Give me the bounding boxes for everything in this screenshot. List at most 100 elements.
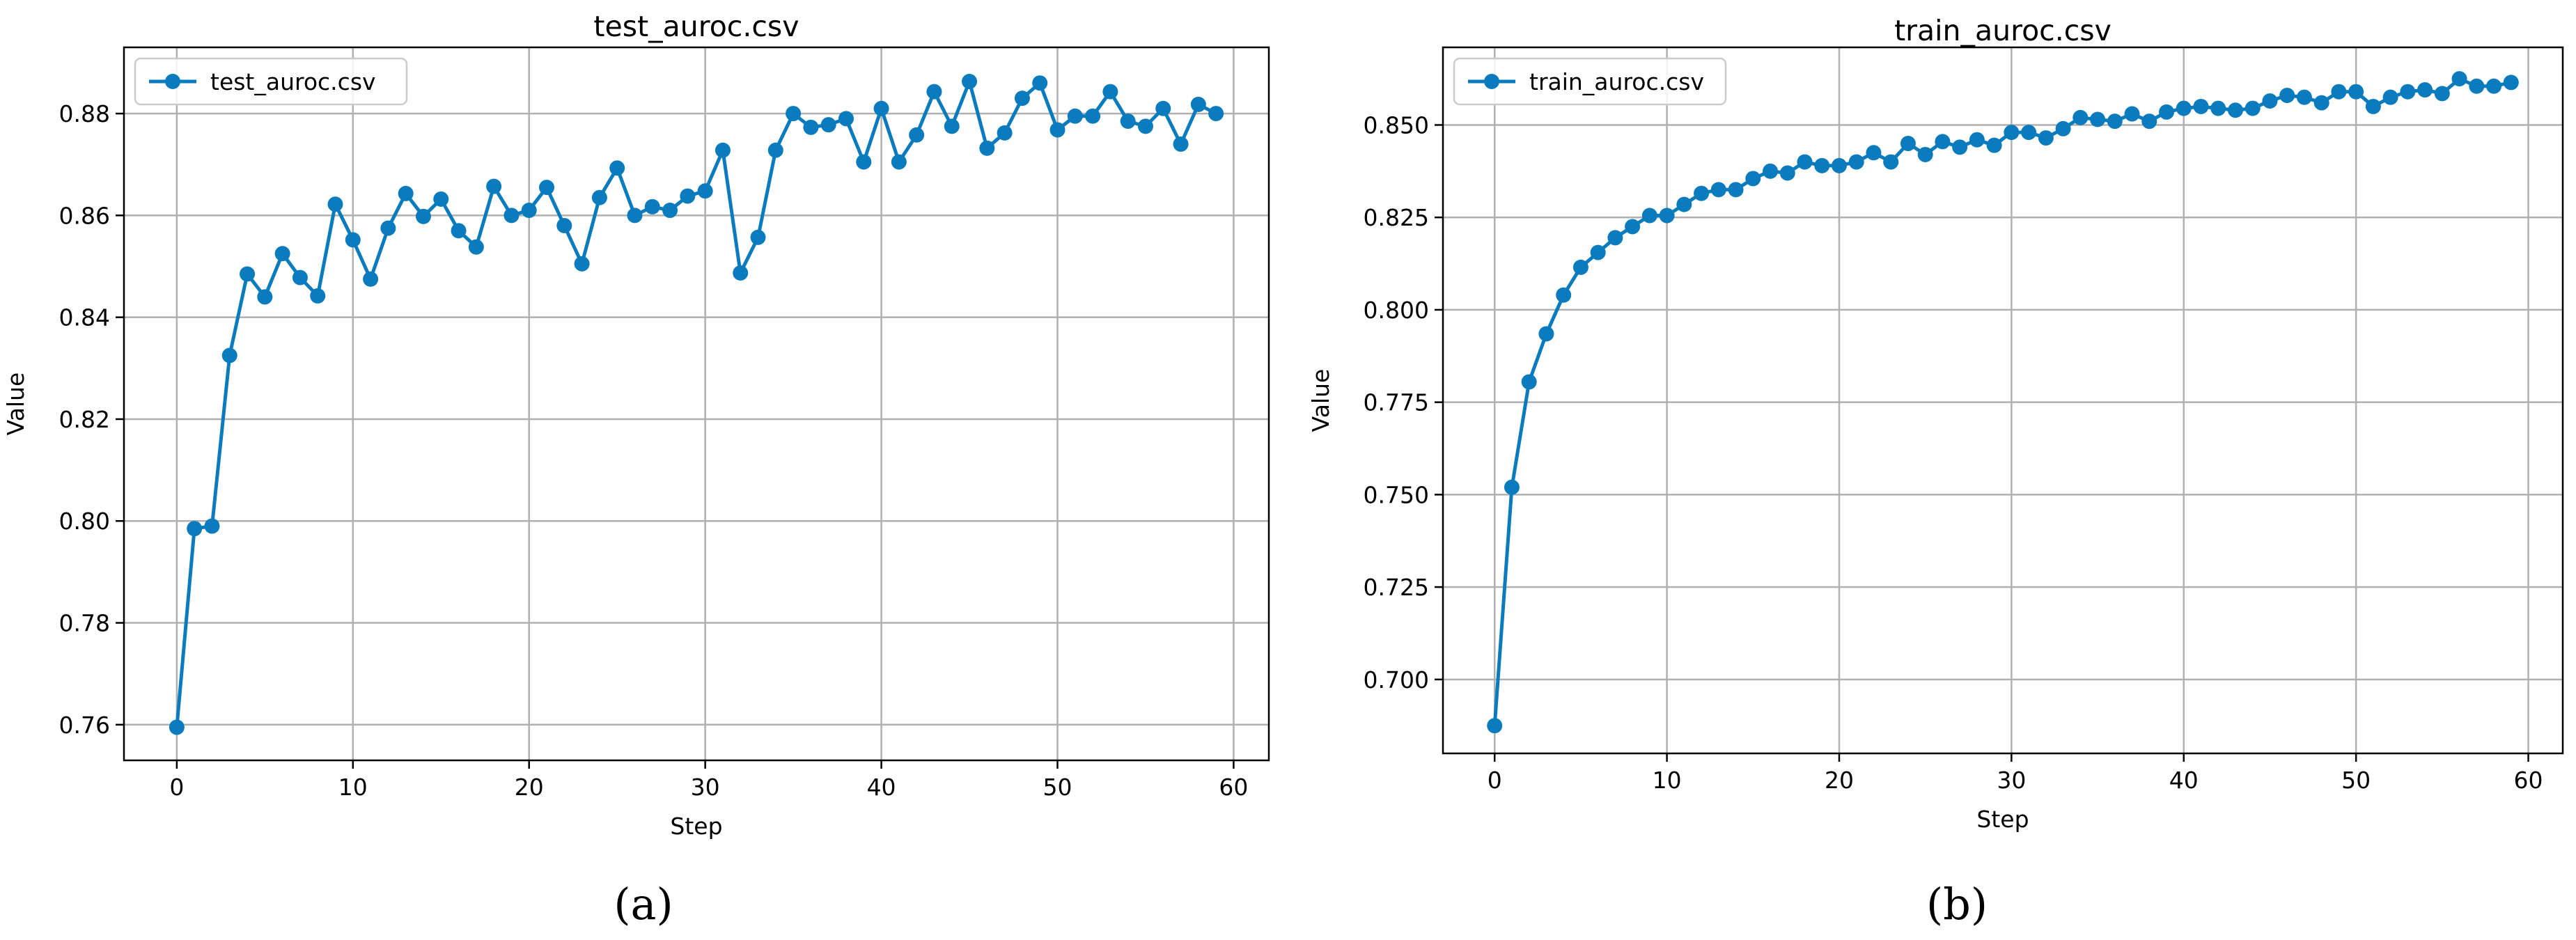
data-point (1917, 146, 1933, 162)
x-tick-label: 10 (338, 774, 368, 801)
data-point (820, 117, 836, 133)
data-point (2313, 95, 2329, 111)
data-point (1710, 182, 1726, 198)
y-tick-label: 0.725 (1364, 574, 1429, 601)
data-point (1085, 108, 1101, 124)
data-point (1641, 207, 1657, 224)
y-axis-label: Value (1307, 369, 1334, 432)
data-point (2348, 84, 2364, 100)
data-point (2296, 89, 2312, 105)
plot-frame (1442, 46, 2564, 755)
data-point (733, 265, 749, 281)
data-point (1763, 163, 1779, 179)
data-point (504, 207, 520, 224)
data-point (1625, 219, 1641, 235)
data-point (1797, 154, 1813, 170)
panel-caption: (a) (614, 879, 673, 930)
data-point (1831, 157, 1847, 173)
chart-title: train_auroc.csv (1894, 14, 2111, 47)
data-point (644, 198, 660, 214)
data-point (979, 140, 995, 156)
data-point (2141, 113, 2157, 130)
data-point (310, 288, 326, 304)
series-line (175, 79, 1217, 728)
data-point (944, 118, 960, 134)
data-point (838, 111, 854, 127)
data-point (398, 185, 414, 201)
data-point (257, 289, 273, 305)
data-point (2210, 100, 2226, 116)
data-point (1848, 154, 1864, 170)
chart-panel-a: 0 10 20 30 40 50 60 0.76 0.78 0.80 0.82 0.84 0.86 0.8… (2, 10, 1270, 930)
data-point (2004, 125, 2020, 141)
chart-panel-b: 0 10 20 30 40 50 60 0.700 0.725 0.750 0.775 0.800 0.… (1307, 14, 2564, 930)
data-point (2193, 98, 2209, 114)
y-tick-label: 0.850 (1364, 111, 1429, 139)
x-tick-label: 60 (1219, 774, 1248, 801)
data-point (856, 154, 872, 170)
y-tick-label: 0.825 (1364, 204, 1429, 231)
data-point (2021, 125, 2037, 141)
data-point (1883, 154, 1899, 170)
data-point (2176, 100, 2192, 116)
y-tick-label: 0.82 (59, 406, 110, 433)
x-tick-label: 10 (1653, 767, 1682, 794)
legend-marker (1484, 74, 1499, 89)
data-point (891, 154, 907, 170)
data-point (556, 218, 572, 233)
chart-title: test_auroc.csv (593, 10, 799, 43)
x-tick-label: 0 (169, 774, 184, 801)
x-tick-label: 40 (867, 774, 896, 801)
data-point (1556, 287, 1572, 303)
data-point (1866, 145, 1882, 161)
data-point (2107, 113, 2123, 130)
data-point (803, 119, 819, 135)
data-point (240, 266, 256, 282)
data-point (380, 220, 396, 236)
y-tick-label: 0.88 (59, 100, 110, 127)
data-point (997, 125, 1013, 141)
data-point (627, 207, 643, 224)
y-tick-label: 0.700 (1364, 666, 1429, 694)
x-axis-label: Step (1976, 806, 2029, 833)
data-point (1190, 96, 1206, 112)
data-point (2417, 82, 2433, 98)
x-tick-label: 40 (2169, 767, 2199, 794)
y-tick-label: 0.84 (59, 304, 110, 331)
data-point (2331, 84, 2347, 100)
data-point (2159, 104, 2175, 120)
data-point (786, 106, 802, 122)
data-point (1137, 118, 1153, 134)
data-point (1952, 139, 1968, 155)
data-point (715, 142, 731, 158)
x-tick-label: 30 (691, 774, 720, 801)
data-point (1814, 157, 1830, 173)
legend-label: train_auroc.csv (1529, 68, 1704, 95)
data-point (1694, 185, 1710, 201)
data-point (1521, 374, 1537, 390)
data-point (204, 518, 220, 534)
data-point (2055, 120, 2071, 136)
y-axis-label: Value (2, 373, 29, 436)
data-point (1676, 196, 1692, 212)
data-point (680, 188, 696, 204)
data-point (1014, 91, 1030, 107)
data-point (1607, 230, 1623, 246)
data-point (2400, 84, 2416, 100)
x-tick-label: 50 (1043, 774, 1072, 801)
data-point (2486, 78, 2502, 94)
data-point (574, 256, 590, 272)
data-point (1572, 259, 1588, 275)
data-point (2072, 109, 2089, 125)
data-point (2365, 98, 2381, 114)
x-tick-label: 50 (2341, 767, 2371, 794)
data-point (2262, 93, 2278, 109)
data-point (1120, 113, 1136, 130)
legend-label: test_auroc.csv (210, 68, 376, 95)
data-point (169, 719, 185, 735)
data-point (1779, 165, 1795, 181)
data-point (1504, 479, 1520, 495)
data-point (591, 189, 607, 205)
data-point (962, 74, 978, 90)
